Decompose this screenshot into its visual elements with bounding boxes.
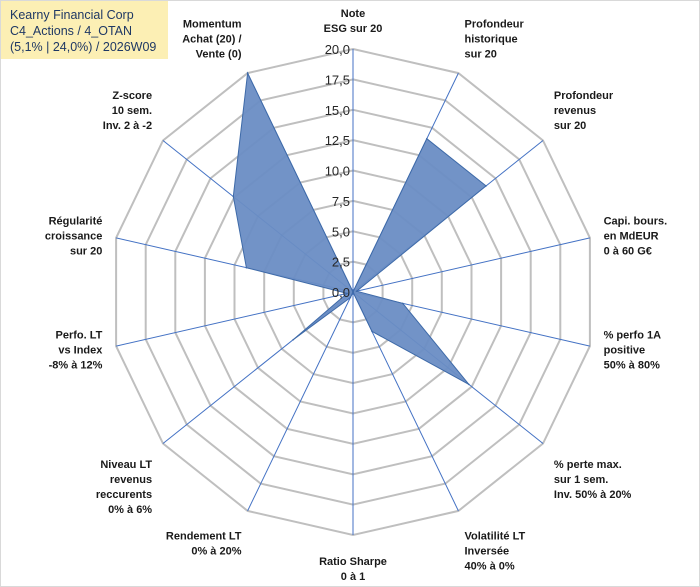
axis-label-line: 0% à 6% bbox=[108, 504, 152, 516]
axis-label-line: sur 1 sem. bbox=[554, 474, 608, 486]
axis-label: Profondeur historique sur 20 bbox=[465, 19, 525, 61]
data-point bbox=[245, 266, 248, 269]
axis-label: Note ESG sur 20 bbox=[324, 8, 383, 35]
axis-label: Profondeur revenus sur 20 bbox=[554, 90, 614, 132]
series-area bbox=[232, 71, 487, 385]
radial-tick-labels: 0,0 2,5 5,0 7,5 10,0 12,5 15,0 17,5 20,0 bbox=[325, 42, 350, 300]
data-point bbox=[352, 291, 354, 293]
data-point bbox=[426, 137, 428, 140]
axis-label-line: vs Index bbox=[58, 345, 103, 357]
tick-label: 20,0 bbox=[325, 42, 350, 57]
axis-label-line: Z-score bbox=[112, 90, 152, 102]
tick-label: 12,5 bbox=[325, 133, 350, 148]
axis-label-line: Régularité bbox=[49, 215, 103, 227]
axis-label-line: revenus bbox=[110, 474, 152, 486]
data-point bbox=[371, 330, 373, 333]
axis-label-line: 0 à 1 bbox=[341, 571, 365, 583]
axis-label-line: ESG sur 20 bbox=[324, 23, 383, 35]
tick-label: 7,5 bbox=[332, 194, 350, 209]
axis-spoke bbox=[352, 237, 591, 293]
axis-label-line: Rendement LT bbox=[166, 531, 242, 543]
axis-label: Régularité croissance sur 20 bbox=[45, 215, 102, 257]
axis-label-line: 0 à 60 G€ bbox=[604, 245, 652, 257]
axis-label: Rendement LT 0% à 20% bbox=[166, 531, 242, 558]
tick-label: 0,0 bbox=[332, 285, 350, 300]
axis-label-line: sur 20 bbox=[70, 245, 102, 257]
company-name: Kearny Financial Corp bbox=[10, 8, 134, 22]
axis-label-line: sur 20 bbox=[465, 49, 497, 61]
data-point bbox=[346, 292, 348, 295]
axis-label-line: Achat (20) / bbox=[182, 34, 241, 46]
data-point bbox=[402, 302, 404, 305]
info-box: Kearny Financial Corp C4_Actions / 4_OTA… bbox=[1, 1, 168, 59]
data-point bbox=[468, 383, 470, 386]
axis-label-line: -8% à 12% bbox=[49, 360, 103, 372]
axis-label: Niveau LT revenus reccurents 0% à 6% bbox=[96, 459, 153, 516]
tick-label: 17,5 bbox=[325, 72, 350, 87]
performance-week: (5,1% | 24,0%) / 2026W09 bbox=[10, 40, 157, 54]
axis-label-line: % perfo 1A bbox=[604, 330, 662, 342]
data-point bbox=[349, 296, 352, 299]
radar-series bbox=[232, 71, 487, 386]
tick-label: 2,5 bbox=[332, 255, 350, 270]
axis-label-line: 50% à 80% bbox=[604, 360, 660, 372]
data-point bbox=[355, 290, 358, 293]
axis-label-line: Vente (0) bbox=[196, 49, 242, 61]
axis-label-line: Momentum bbox=[183, 19, 242, 31]
axis-label-line: Profondeur bbox=[465, 19, 525, 31]
axis-label-line: 10 sem. bbox=[112, 105, 152, 117]
data-point bbox=[232, 195, 235, 198]
axis-spoke bbox=[247, 291, 354, 512]
tick-label: 15,0 bbox=[325, 103, 350, 118]
axis-label-line: Capi. bours. bbox=[604, 215, 668, 227]
axis-label-line: 0% à 20% bbox=[191, 546, 241, 558]
axis-label-line: Volatilité LT bbox=[465, 531, 526, 543]
axis-label-line: reccurents bbox=[96, 489, 152, 501]
axis-label: % perfo 1A positive 50% à 80% bbox=[604, 330, 662, 372]
axis-label-line: historique bbox=[465, 34, 518, 46]
tick-label: 10,0 bbox=[325, 164, 350, 179]
data-point bbox=[246, 72, 249, 74]
axis-label-line: Profondeur bbox=[554, 90, 614, 102]
axis-label-line: sur 20 bbox=[554, 120, 586, 132]
axis-label-line: % perte max. bbox=[554, 459, 622, 471]
axis-label-line: Inv. 50% à 20% bbox=[554, 489, 632, 501]
axis-label-line: 40% à 0% bbox=[465, 561, 515, 573]
axis-label-line: positive bbox=[604, 345, 646, 357]
axis-label: Capi. bours. en MdEUR 0 à 60 G€ bbox=[604, 215, 668, 257]
axis-label: Perfo. LT vs Index -8% à 12% bbox=[49, 330, 104, 372]
axis-label-line: Niveau LT bbox=[100, 459, 152, 471]
axis-label-line: Perfo. LT bbox=[56, 330, 103, 342]
category-labels: Note ESG sur 20 Profondeur historique sur 20… bbox=[45, 8, 667, 583]
axis-label-line: revenus bbox=[554, 105, 596, 117]
axis-label: Ratio Sharpe 0 à 1 bbox=[319, 556, 387, 583]
axis-label: Momentum Achat (20) / Vente (0) bbox=[182, 19, 242, 61]
axis-label-line: en MdEUR bbox=[604, 230, 659, 242]
data-point bbox=[292, 338, 295, 341]
tick-label: 5,0 bbox=[332, 224, 350, 239]
axis-label-line: Inversée bbox=[465, 546, 510, 558]
portfolio-category: C4_Actions / 4_OTAN bbox=[10, 24, 133, 38]
data-point bbox=[485, 185, 487, 187]
axis-label-line: Ratio Sharpe bbox=[319, 556, 387, 568]
axis-label-line: Inv. 2 à -2 bbox=[103, 120, 152, 132]
axis-label: Z-score 10 sem. Inv. 2 à -2 bbox=[103, 90, 152, 132]
axis-spoke bbox=[115, 291, 354, 347]
axis-label-line: Note bbox=[341, 8, 365, 20]
axis-label-line: croissance bbox=[45, 230, 102, 242]
axis-label: Volatilité LT Inversée 40% à 0% bbox=[465, 531, 526, 573]
axis-label: % perte max. sur 1 sem. Inv. 50% à 20% bbox=[554, 459, 632, 501]
